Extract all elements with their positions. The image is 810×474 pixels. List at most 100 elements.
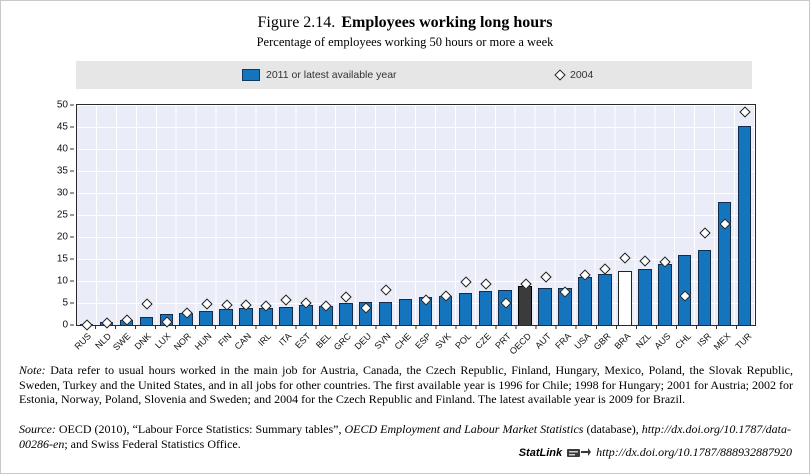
bar-slot-POL [456, 105, 476, 325]
bar-AUS [657, 263, 672, 325]
bar-TUR [737, 125, 752, 325]
y-tick-35: 35 [44, 166, 77, 177]
y-tick-15: 15 [44, 254, 77, 265]
figure-subtitle: Percentage of employees working 50 hours… [256, 35, 554, 49]
bar-slot-DNK [137, 105, 157, 325]
bar-slot-HUN [197, 105, 217, 325]
bar-GRC [338, 302, 353, 325]
x-tick-label-DEU: DEU [352, 331, 374, 352]
x-tick-label-DNK: DNK [132, 331, 154, 352]
x-tick-label-USA: USA [572, 331, 594, 352]
x-tick-label-BEL: BEL [313, 331, 334, 351]
x-tick-label-ISR: ISR [695, 331, 714, 349]
bar-slot-ISR [695, 105, 715, 325]
legend: 2011 or latest available year 2004 [76, 61, 752, 89]
bar-slot-FRA [556, 105, 576, 325]
page-title: Figure 2.14. Employees working long hours [1, 14, 809, 32]
diamond-HUN [200, 298, 213, 310]
legend-label-2011: 2011 or latest available year [266, 69, 397, 81]
source-text: Source: OECD (2010), “Labour Force Stati… [19, 422, 791, 451]
plot-area: 0 5 10 15 20 25 30 35 40 45 50 [57, 100, 756, 331]
bar-BRA [618, 271, 632, 325]
bar-slot-USA [575, 105, 595, 325]
diamond-AUT [539, 271, 552, 283]
bar-DNK [139, 316, 154, 325]
bar-slot-BEL [316, 105, 336, 325]
note-label: Note: [19, 363, 46, 377]
x-tick-label-LUX: LUX [153, 331, 174, 351]
diamond-SVN [380, 284, 392, 296]
y-tick-25: 25 [44, 210, 77, 221]
diamond-NZL [639, 255, 651, 267]
x-axis-ticks [76, 326, 756, 329]
x-tick-label-BRA: BRA [612, 331, 634, 352]
x-tick-label-MEX: MEX [712, 331, 734, 352]
x-tick-label-NOR: NOR [171, 331, 194, 353]
bar-slot-SVN [376, 105, 396, 325]
x-tick-label-ESP: ESP [413, 331, 434, 351]
diamond-icon [554, 69, 566, 81]
bar-slot-ESP [416, 105, 436, 325]
bar-chart: 0 5 10 15 20 25 30 35 40 45 50 RUS NLD SWE DNK LUX NOR H… [57, 100, 756, 356]
y-tick-30: 30 [44, 188, 77, 199]
y-tick-40: 40 [44, 144, 77, 155]
bar-slot-CHL [675, 105, 695, 325]
bar-slot-FIN [217, 105, 237, 325]
x-tick-label-EST: EST [293, 331, 314, 351]
bar-slot-CHE [396, 105, 416, 325]
x-tick-label-CHE: CHE [392, 331, 414, 352]
x-tick-label-NLD: NLD [93, 331, 114, 351]
diamond-TUR [739, 106, 751, 118]
bar-FIN [219, 308, 233, 325]
x-tick-label-GBR: GBR [592, 331, 614, 352]
x-tick-label-ITA: ITA [276, 331, 294, 348]
bar-slot-GRC [336, 105, 356, 325]
y-tick-10: 10 [44, 276, 77, 287]
bar-CZE [478, 291, 493, 325]
statlink-label: StatLink [518, 446, 563, 459]
bar-slot-GBR [595, 105, 615, 325]
y-tick-0: 0 [44, 320, 77, 331]
note-text: Note: Data refer to usual hours worked i… [19, 363, 793, 407]
bar-USA [578, 277, 592, 325]
figure-number: Figure 2.14. [257, 14, 336, 31]
bar-slot-SVK [436, 105, 456, 325]
bar-slot-PRT [496, 105, 516, 325]
diamond-CZE [480, 278, 492, 290]
diamond-ISR [699, 227, 711, 239]
bar-slot-CZE [476, 105, 496, 325]
bar-slot-OECD [516, 105, 536, 325]
diamond-DNK [141, 297, 153, 310]
bar-slot-TUR [735, 105, 755, 325]
statlink-url[interactable]: http://dx.doi.org/10.1787/888932887920 [596, 445, 792, 459]
bar-slot-CAN [237, 105, 257, 325]
bar-slot-NLD [97, 105, 117, 329]
bar-slot-AUS [655, 105, 675, 325]
bar-CHE [398, 299, 413, 325]
y-tick-20: 20 [44, 232, 77, 243]
x-tick-label-NZL: NZL [633, 331, 654, 351]
bar-slot-NOR [177, 105, 197, 325]
bar-OECD [518, 286, 532, 325]
x-tick-label-CAN: CAN [232, 331, 254, 352]
statlink-icon [567, 448, 592, 457]
x-tick-label-CZE: CZE [473, 331, 494, 351]
bar-slot-DEU [356, 105, 376, 325]
x-tick-label-AUT: AUT [533, 331, 554, 351]
bar-slot-LUX [157, 105, 177, 329]
x-tick-label-SVK: SVK [433, 331, 454, 351]
diamond-GRC [340, 291, 352, 303]
bar-ISR [697, 249, 712, 325]
bar-POL [458, 293, 473, 325]
figure-title: Employees working long hours [341, 14, 553, 31]
x-axis-labels: RUS NLD SWE DNK LUX NOR HUN FIN CAN IRL ITA EST BEL G… [73, 330, 756, 364]
x-tick-label-FIN: FIN [215, 331, 234, 349]
note-body: Data refer to usual hours worked in the … [19, 363, 793, 407]
bar-slot-AUT [536, 105, 556, 325]
statlink: StatLink http://dx.doi.org/10.1787/88893… [519, 445, 792, 460]
bar-GBR [598, 273, 612, 325]
x-tick-label-POL: POL [453, 331, 474, 351]
diamond-ITA [280, 294, 293, 306]
bar-HUN [199, 311, 213, 325]
blue-bar-swatch-icon [242, 69, 260, 81]
